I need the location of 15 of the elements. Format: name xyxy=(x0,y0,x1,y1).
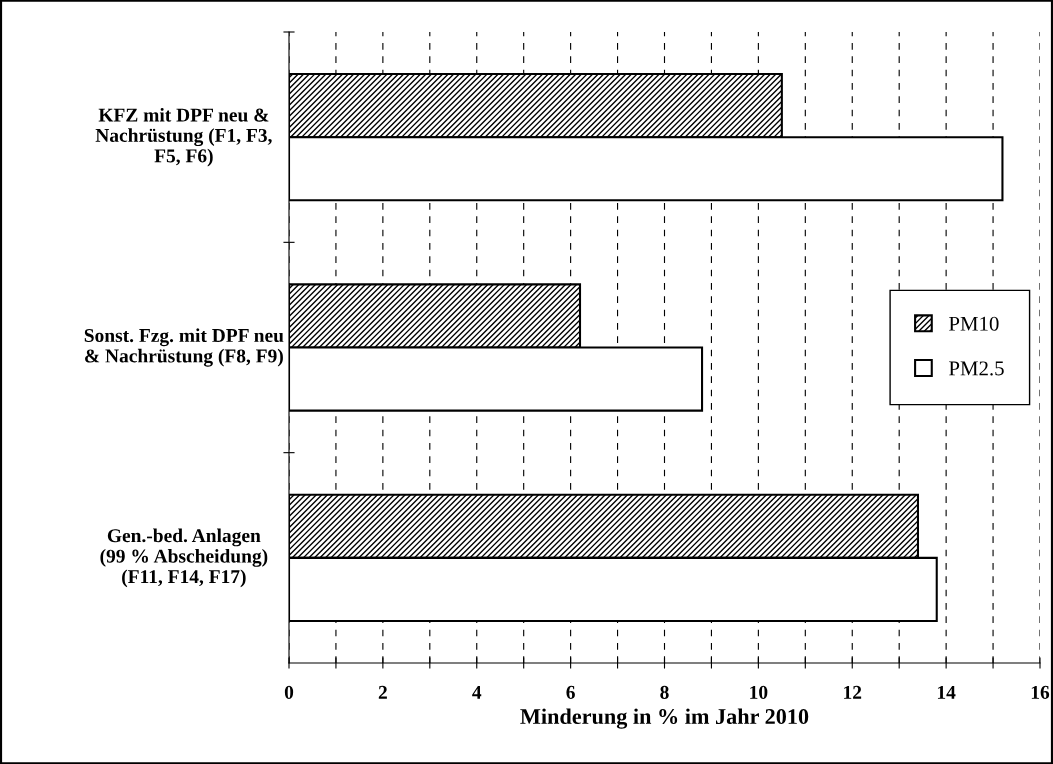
y-tick-label: Gen.-bed. Anlagen (99 % Abscheidung) (F11, F14, F17) xyxy=(100,528,268,588)
x-tick-label: 6 xyxy=(566,685,575,699)
x-tick-label: 14 xyxy=(937,685,956,699)
x-tick-label: 2 xyxy=(378,685,387,699)
x-tick-label: 8 xyxy=(660,685,669,699)
legend-label: PM2.5 xyxy=(949,361,1004,376)
x-tick-label: 12 xyxy=(844,685,862,699)
y-tick-label: Sonst. Fzg. mit DPF neu & Nachrüstung (F8, F9) xyxy=(84,328,284,367)
x-tick-label: 4 xyxy=(472,685,482,699)
x-axis-title: Minderung in % im Jahr 2010 xyxy=(520,708,809,729)
legend-label: PM10 xyxy=(949,316,999,331)
y-tick-label: KFZ mit DPF neu & Nachrüstung (F1, F3, F5, F6) xyxy=(95,107,272,167)
x-tick-label: 10 xyxy=(750,685,768,699)
x-tick-label: 16 xyxy=(1031,685,1050,699)
x-tick-label: 0 xyxy=(284,685,294,699)
